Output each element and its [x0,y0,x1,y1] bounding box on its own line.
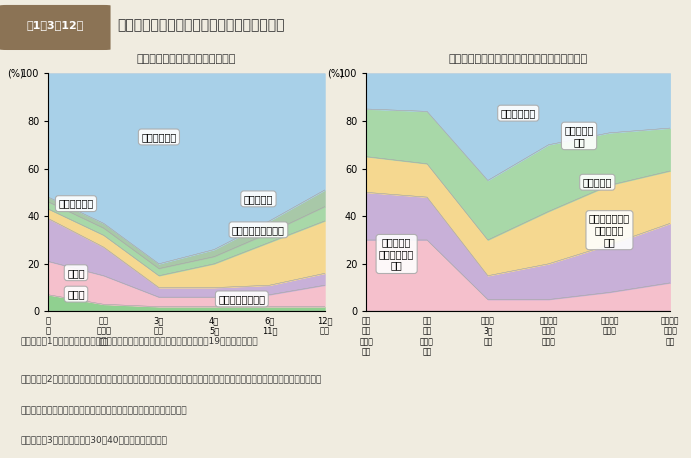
Text: 「有期契約社員，委託職員」，「派遣社員」を含む。: 「有期契約社員，委託職員」，「派遣社員」を含む。 [21,407,187,416]
Y-axis label: (%): (%) [7,69,23,78]
Text: 契約・派遣等: 契約・派遣等 [58,199,94,209]
Text: 2．「自営・家族従業等」には，「自ら起業・自営業」，「自営の家族従業者」を含み，「契約・派遣等」には，: 2．「自営・家族従業等」には，「自ら起業・自営業」，「自営の家族従業者」を含み，… [21,375,322,384]
Text: フルタイムだが
残業のない
仕事: フルタイムだが 残業のない 仕事 [589,213,630,247]
Text: ライフステージに応じた働き方の希望と現状: ライフステージに応じた働き方の希望と現状 [117,18,285,32]
Y-axis label: (%): (%) [328,69,344,78]
Text: 正社員: 正社員 [67,268,85,278]
Text: その他: その他 [67,289,85,299]
Text: 第1－3－12図: 第1－3－12図 [26,20,84,30]
Text: 短時間勤務: 短時間勤務 [583,177,612,187]
Title: ライフステージ別　働き方の現状: ライフステージ別 働き方の現状 [137,54,236,64]
Title: ライフステージ別　変化に応じた働き方の希望: ライフステージ別 変化に応じた働き方の希望 [448,54,588,64]
Text: 3．調査対象は，30〜40歳代の女性である。: 3．調査対象は，30〜40歳代の女性である。 [21,435,168,444]
Text: （備考）　1．内閣府「女性のライフプランニング支援に関する調査」（平成19年）より作成。: （備考） 1．内閣府「女性のライフプランニング支援に関する調査」（平成19年）よ… [21,336,258,345]
Text: 働きたくない: 働きたくない [500,108,536,118]
Text: 残業もある
フルタイムの
仕事: 残業もある フルタイムの 仕事 [379,237,415,271]
Text: パート・アルバイト: パート・アルバイト [232,225,285,235]
Text: 家でできる
仕事: 家でできる 仕事 [565,125,594,147]
Text: 在宅・内職: 在宅・内職 [244,194,273,204]
FancyBboxPatch shape [0,5,111,50]
Text: 自営・家族従業等: 自営・家族従業等 [218,294,265,304]
Text: 働いていない: 働いていない [141,132,177,142]
